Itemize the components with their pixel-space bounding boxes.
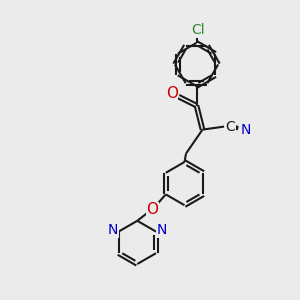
Text: N: N xyxy=(156,223,167,237)
Text: N: N xyxy=(241,123,251,136)
Text: C: C xyxy=(226,120,236,134)
Text: O: O xyxy=(166,86,178,101)
Text: Cl: Cl xyxy=(191,23,205,38)
Text: N: N xyxy=(108,223,119,237)
Text: O: O xyxy=(146,202,158,217)
